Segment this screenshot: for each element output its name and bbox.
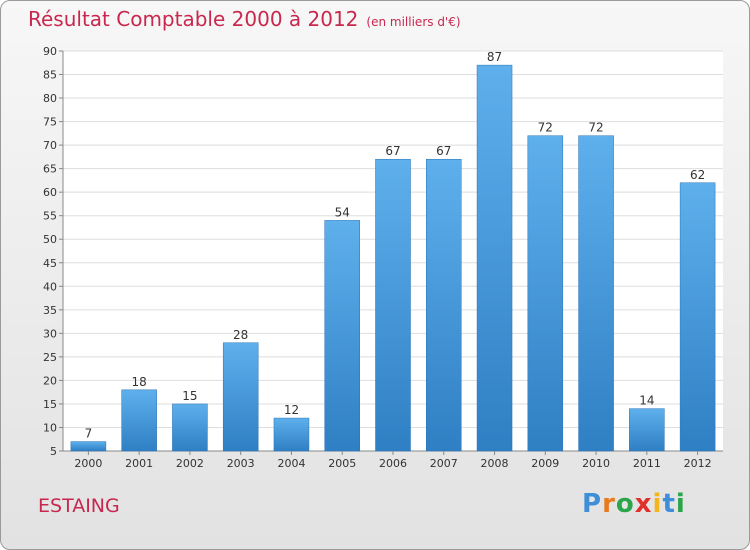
x-tick-label: 2003 xyxy=(227,457,255,470)
x-tick-label: 2006 xyxy=(379,457,407,470)
y-tick-label: 65 xyxy=(43,163,57,176)
bar-value-label: 12 xyxy=(284,403,299,417)
logo-letter: P xyxy=(582,489,603,519)
x-tick-label: 2005 xyxy=(328,457,356,470)
y-tick-label: 45 xyxy=(43,257,57,270)
bar-value-label: 18 xyxy=(132,375,147,389)
bar-value-label: 87 xyxy=(487,50,502,64)
x-tick-label: 2012 xyxy=(684,457,712,470)
y-tick-label: 35 xyxy=(43,304,57,317)
bar xyxy=(172,403,208,452)
y-tick-label: 50 xyxy=(43,233,57,246)
x-tick-label: 2000 xyxy=(74,457,102,470)
y-tick-label: 10 xyxy=(43,421,57,434)
x-tick-label: 2008 xyxy=(481,457,509,470)
bar-value-label: 14 xyxy=(639,394,654,408)
y-tick-label: 55 xyxy=(43,210,57,223)
bar-value-label: 54 xyxy=(335,205,350,219)
place-name: ESTAING xyxy=(38,495,120,517)
bar-value-label: 67 xyxy=(436,144,451,158)
bar-value-label: 28 xyxy=(233,328,248,342)
y-tick-label: 30 xyxy=(43,327,57,340)
y-tick-label: 90 xyxy=(43,45,57,58)
y-tick-label: 75 xyxy=(43,116,57,129)
x-tick-label: 2009 xyxy=(531,457,559,470)
x-tick-label: 2001 xyxy=(125,457,153,470)
logo-letter: i xyxy=(652,489,663,519)
y-tick-label: 85 xyxy=(43,69,57,82)
bar xyxy=(324,220,360,452)
bar xyxy=(222,342,259,452)
y-tick-label: 40 xyxy=(43,280,57,293)
y-tick-label: 70 xyxy=(43,139,57,152)
bar xyxy=(476,64,513,452)
bar-value-label: 15 xyxy=(182,389,197,403)
logo-letter: x xyxy=(634,489,653,519)
logo-letter: i xyxy=(675,489,686,519)
y-tick-label: 60 xyxy=(43,186,57,199)
logo-letter: t xyxy=(662,489,676,519)
x-tick-label: 2004 xyxy=(277,457,305,470)
bar-value-label: 72 xyxy=(538,121,553,135)
bar xyxy=(578,135,614,452)
y-tick-label: 5 xyxy=(50,445,57,458)
bar xyxy=(527,135,564,452)
bar xyxy=(679,182,716,452)
proxiti-logo: Proxiti xyxy=(582,489,686,519)
y-tick-label: 20 xyxy=(43,374,57,387)
bar xyxy=(70,441,107,452)
y-tick-label: 15 xyxy=(43,398,57,411)
logo-letter: r xyxy=(602,489,616,519)
chart-title: Résultat Comptable 2000 à 2012 (en millie… xyxy=(28,7,461,31)
bar-value-label: 7 xyxy=(85,427,93,441)
bar xyxy=(629,408,665,452)
x-tick-label: 2010 xyxy=(582,457,610,470)
bar xyxy=(121,389,157,452)
bar xyxy=(426,158,462,452)
y-tick-label: 80 xyxy=(43,92,57,105)
x-tick-label: 2011 xyxy=(633,457,661,470)
x-tick-label: 2007 xyxy=(430,457,458,470)
bar-value-label: 62 xyxy=(690,168,705,182)
bar xyxy=(375,158,411,452)
y-tick-label: 25 xyxy=(43,351,57,364)
bar-value-label: 72 xyxy=(588,121,603,135)
chart-subtitle: (en milliers d'€) xyxy=(366,15,461,29)
logo-letter: o xyxy=(615,489,635,519)
bar xyxy=(273,417,310,452)
x-tick-label: 2002 xyxy=(176,457,204,470)
bar-value-label: 67 xyxy=(385,144,400,158)
